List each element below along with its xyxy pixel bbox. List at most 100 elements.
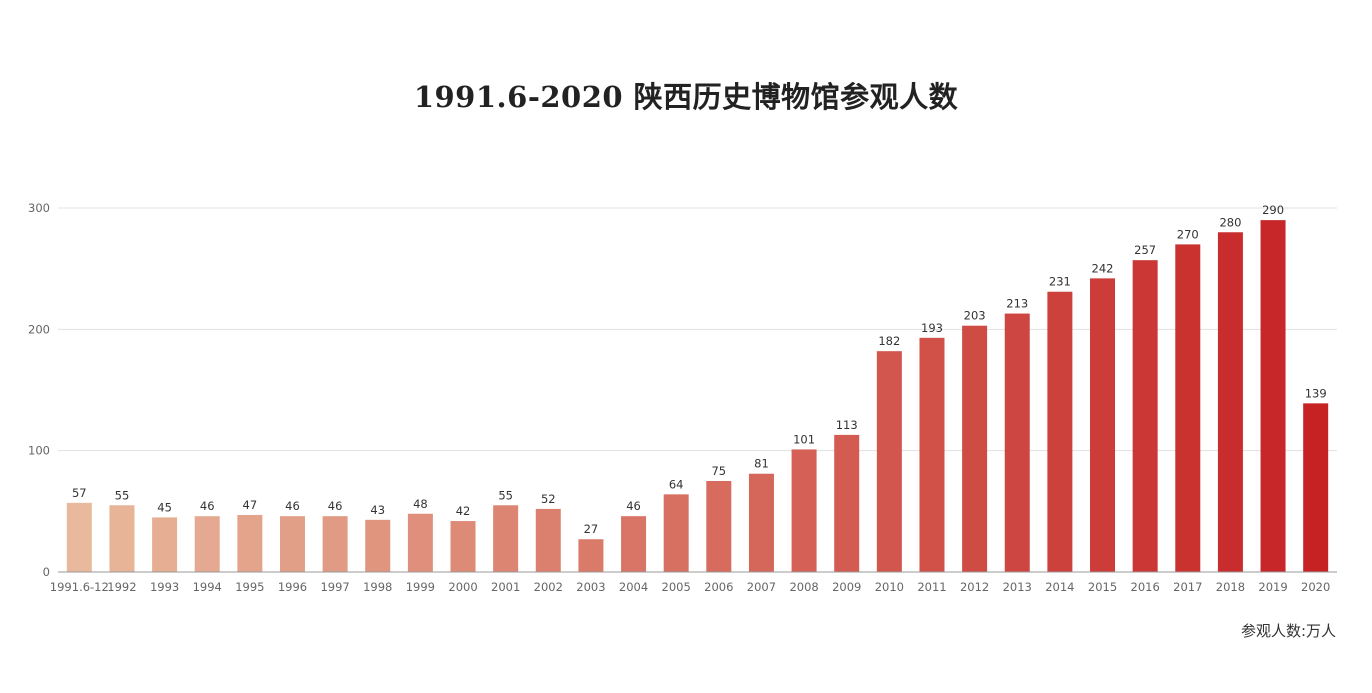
x-tick-label: 1996 (278, 580, 307, 594)
x-tick-label: 2012 (960, 580, 989, 594)
gridlines (58, 207, 1337, 452)
x-tick-label: 2005 (662, 580, 691, 594)
bar (578, 539, 604, 572)
bar-value-label: 101 (793, 432, 815, 446)
bar (407, 513, 433, 572)
bar-value-label: 231 (1049, 275, 1071, 289)
y-tick-label: 300 (28, 201, 50, 215)
bar (1217, 232, 1243, 572)
bar-value-label: 81 (754, 457, 769, 471)
x-tick-label: 1999 (406, 580, 435, 594)
bar-value-label: 46 (200, 499, 215, 513)
y-axis-ticks: 0 100 200 300 (28, 201, 50, 579)
x-tick-label: 2003 (576, 580, 605, 594)
bar (621, 516, 647, 572)
bar (109, 505, 135, 572)
x-tick-label: 2015 (1088, 580, 1117, 594)
x-tick-label: 1997 (320, 580, 349, 594)
bar-value-label: 52 (541, 492, 556, 506)
bar (919, 337, 945, 572)
bar (706, 481, 732, 572)
x-tick-label: 2010 (875, 580, 904, 594)
bar-value-label: 48 (413, 497, 428, 511)
x-tick-label: 2000 (448, 580, 477, 594)
bar (1175, 244, 1201, 572)
x-tick-label: 2002 (534, 580, 563, 594)
bar-value-label: 257 (1134, 243, 1156, 257)
bar (1004, 313, 1030, 572)
bar-value-label: 75 (711, 464, 726, 478)
x-tick-label: 2009 (832, 580, 861, 594)
bar-value-label: 203 (964, 309, 986, 323)
bar (322, 516, 348, 572)
bar (152, 517, 178, 572)
bar (1090, 278, 1116, 572)
bar (1303, 403, 1329, 572)
x-tick-label: 1993 (150, 580, 179, 594)
bar (1260, 220, 1286, 572)
y-tick-label: 100 (28, 444, 50, 458)
bar-value-label: 193 (921, 321, 943, 335)
bar-value-label: 64 (669, 477, 684, 491)
bar-value-label: 46 (626, 499, 641, 513)
bars (66, 220, 1329, 572)
bar (535, 508, 561, 572)
bar-value-label: 280 (1219, 215, 1241, 229)
x-tick-label: 2013 (1003, 580, 1032, 594)
bar (1047, 291, 1073, 572)
bar-value-label: 55 (115, 488, 130, 502)
bar (194, 516, 220, 572)
x-tick-label: 2007 (747, 580, 776, 594)
bar-value-label: 270 (1177, 227, 1199, 241)
bar-value-label: 242 (1092, 261, 1114, 275)
x-tick-label: 1994 (193, 580, 222, 594)
bar-value-label: 46 (328, 499, 343, 513)
bar-value-label: 43 (370, 503, 385, 517)
bar (876, 351, 902, 572)
bar (365, 519, 391, 572)
x-tick-label: 2020 (1301, 580, 1330, 594)
bar (962, 325, 988, 572)
x-tick-label: 2008 (789, 580, 818, 594)
bar-value-label: 290 (1262, 203, 1284, 217)
bar-value-label: 47 (243, 498, 258, 512)
bar-value-label: 182 (878, 334, 900, 348)
bar-value-label: 213 (1006, 297, 1028, 311)
bar (237, 514, 263, 572)
x-tick-label: 2017 (1173, 580, 1202, 594)
x-tick-label: 1992 (107, 580, 136, 594)
x-tick-label: 2011 (917, 580, 946, 594)
bar (663, 494, 689, 572)
x-tick-label: 2018 (1216, 580, 1245, 594)
x-tick-label: 2019 (1258, 580, 1287, 594)
bar-value-label: 27 (584, 522, 599, 536)
bar (834, 434, 860, 572)
bar-value-label: 55 (498, 488, 513, 502)
y-tick-label: 0 (43, 565, 50, 579)
bar (748, 473, 774, 572)
bar (279, 516, 305, 572)
x-tick-label: 1995 (235, 580, 264, 594)
y-tick-label: 200 (28, 322, 50, 336)
x-tick-label: 2001 (491, 580, 520, 594)
x-tick-label: 1998 (363, 580, 392, 594)
bar (791, 449, 817, 572)
unit-note: 参观人数:万人 (1240, 622, 1336, 640)
bar-value-label: 42 (456, 504, 471, 518)
bar-value-label: 113 (836, 418, 858, 432)
bar-value-label: 46 (285, 499, 300, 513)
bar (493, 505, 519, 572)
bar (450, 521, 476, 572)
bar (1132, 260, 1158, 572)
bar-value-label: 45 (157, 500, 172, 514)
bar (66, 502, 92, 572)
bar-value-label: 57 (72, 486, 87, 500)
x-tick-label: 2014 (1045, 580, 1074, 594)
x-tick-label: 2004 (619, 580, 648, 594)
bar-value-labels: 57 55 45 46 47 46 46 43 48 42 55 52 27 46 64 75 81 101 113… (72, 203, 1327, 536)
x-tick-label: 2016 (1131, 580, 1160, 594)
x-tick-label: 1991.6-12 (50, 580, 109, 594)
bar-value-label: 139 (1305, 386, 1327, 400)
